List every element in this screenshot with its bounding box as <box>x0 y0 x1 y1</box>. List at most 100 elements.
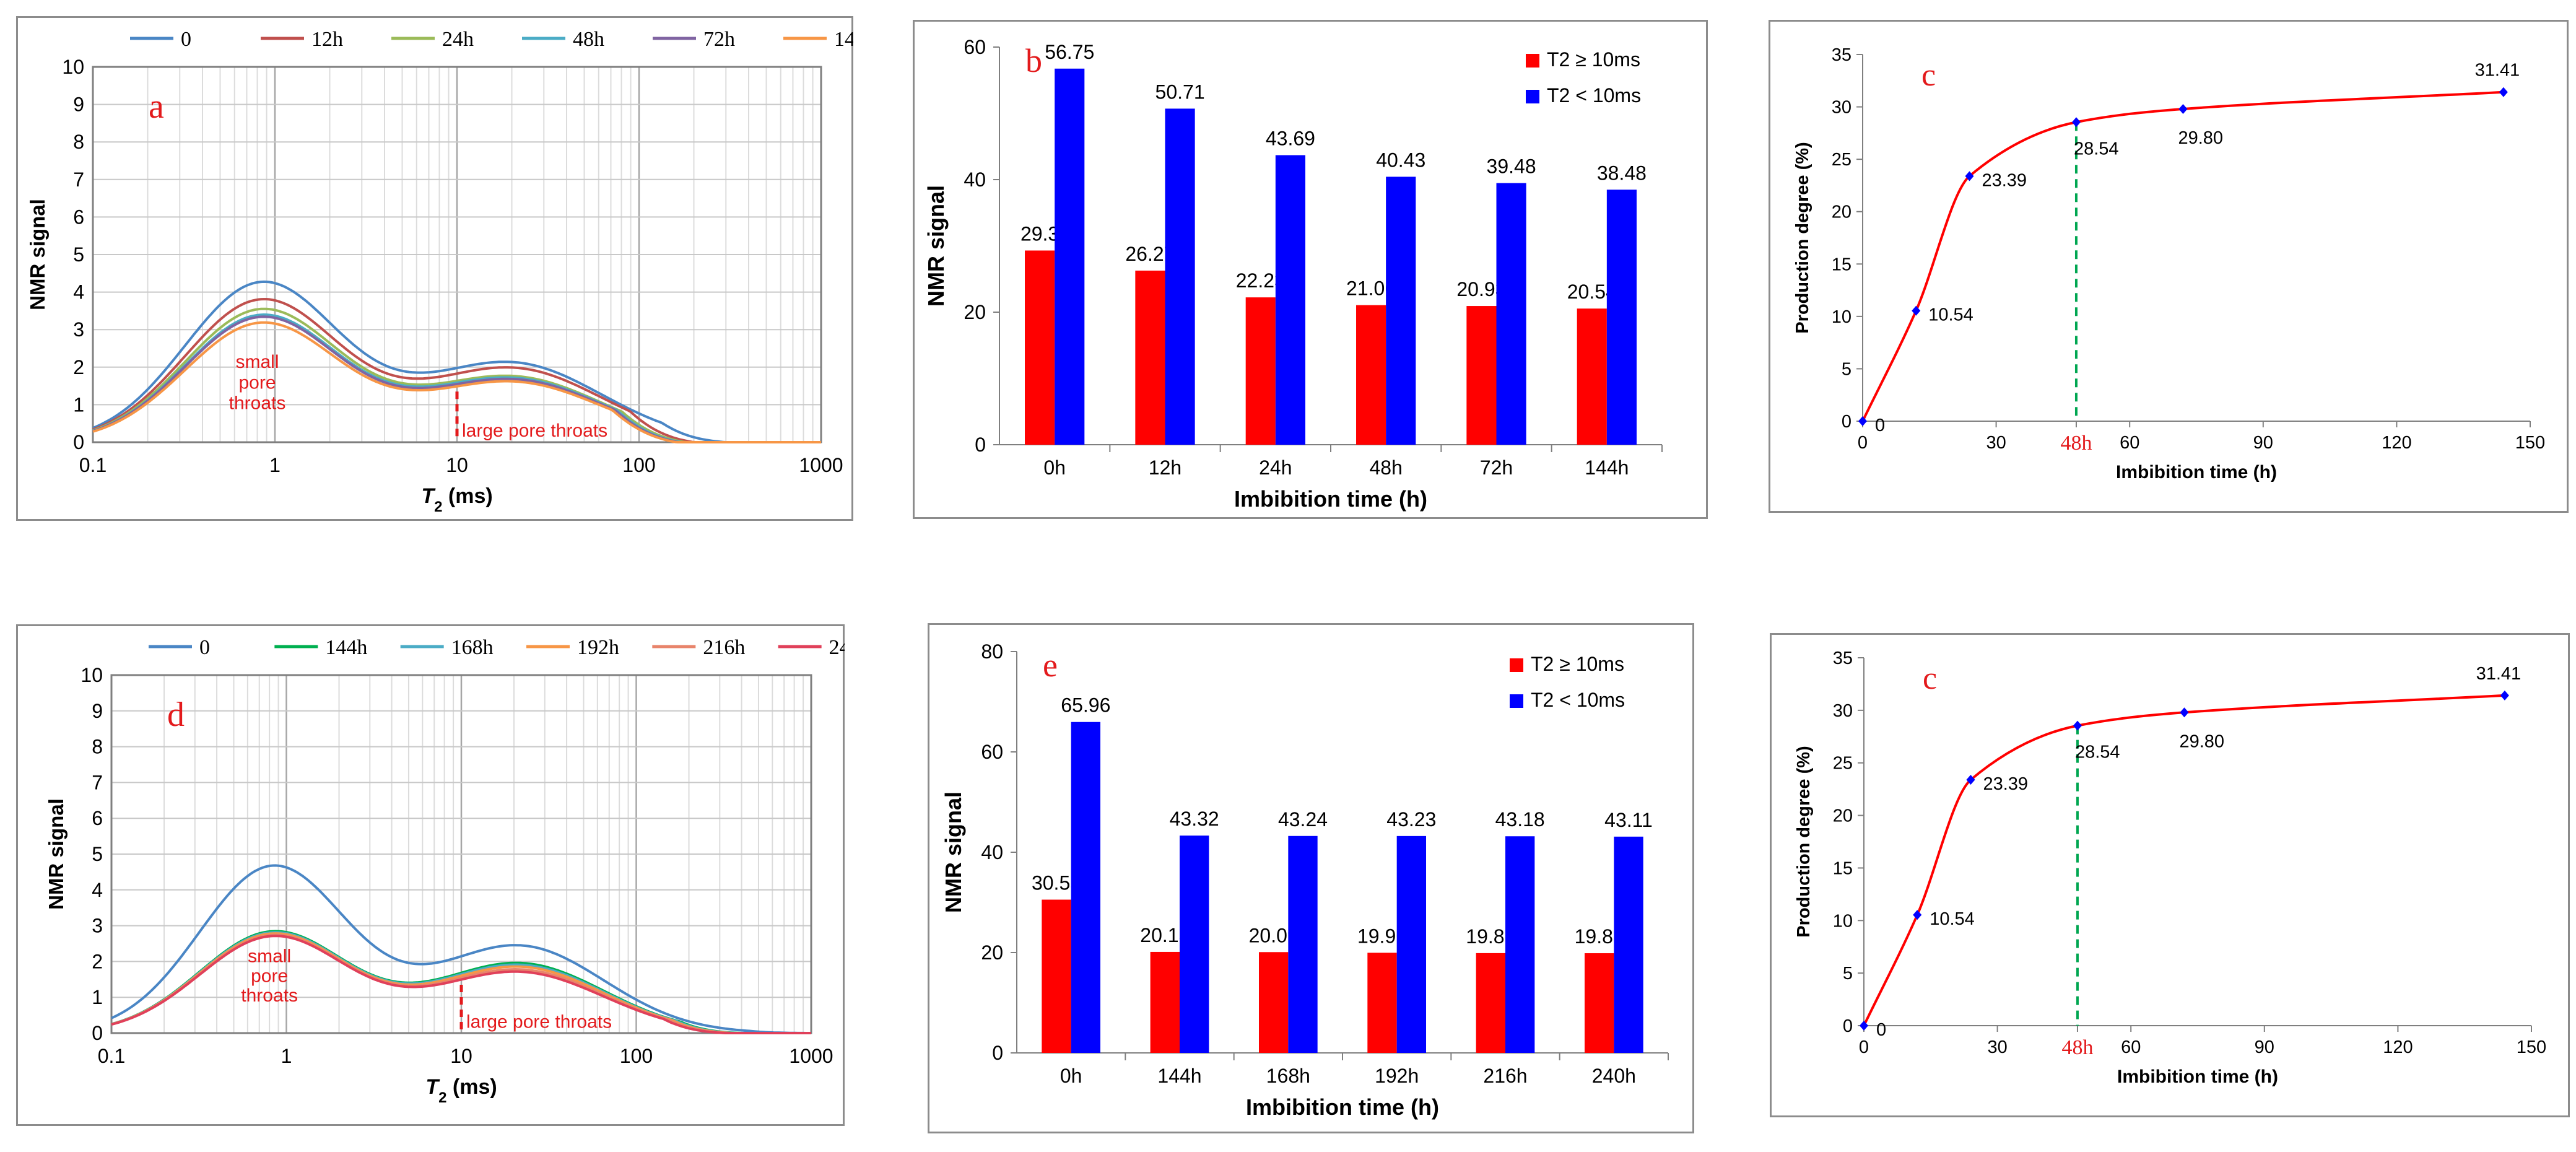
legend-label: 0 <box>199 636 210 659</box>
bar-large-pore <box>1245 297 1276 445</box>
y-tick-label: 6 <box>92 807 103 829</box>
x-tick-label: 72h <box>1480 456 1513 479</box>
x-tick-label: 30 <box>1986 433 2006 453</box>
legend-label: T2 < 10ms <box>1531 689 1625 711</box>
x-axis-title-symbol: T <box>421 484 436 508</box>
chart-panel-c-top: 0 5 10 15 20 25 30 35 0 30 48h 60 90 120 150 0 10.54 23.3… <box>1769 20 2569 513</box>
x-tick-label: 10 <box>450 1045 472 1067</box>
production-degree-curve <box>1863 694 2505 1026</box>
panel-letter: d <box>167 696 185 734</box>
y-tick-label: 7 <box>73 168 84 191</box>
series-line-0 <box>92 280 821 443</box>
y-tick-label: 40 <box>964 168 986 191</box>
legend-label: 0 <box>181 28 191 51</box>
chart-panel-a: 0 1 2 3 4 5 6 7 8 9 10 0.1 1 10 100 1000 NMR signal T2 (m… <box>16 16 853 521</box>
legend-label: T2 < 10ms <box>1547 84 1641 107</box>
y-tick-label: 25 <box>1833 754 1853 774</box>
panel-letter: a <box>149 87 164 126</box>
y-tick-label: 2 <box>92 950 103 972</box>
x-axis-title: Imbibition time (h) <box>2116 462 2277 482</box>
y-tick-label: 10 <box>1832 307 1852 327</box>
x-axis-title-subscript: 2 <box>434 499 442 515</box>
bar-small-pore <box>1165 108 1195 445</box>
annotation-small-pore-line3: throats <box>241 985 298 1006</box>
x-tick-label: 0h <box>1060 1065 1082 1087</box>
chart-panel-d: 0 1 2 3 4 5 6 7 8 9 10 0.1 1 10 100 1000 NMR signal T2 (m… <box>16 624 845 1126</box>
bar-value-label: 65.96 <box>1061 694 1110 717</box>
bar-large-pore <box>1466 306 1497 445</box>
y-axis-title: NMR signal <box>26 199 49 310</box>
x-tick-label: 0.1 <box>79 454 107 476</box>
bar-value-label: 29.3 <box>1020 222 1059 245</box>
y-tick-label: 10 <box>80 664 103 686</box>
x-tick-label: 150 <box>2515 433 2545 453</box>
panel-letter: b <box>1025 42 1042 79</box>
y-tick-label: 5 <box>92 843 103 865</box>
bar-value-label: 38.48 <box>1597 162 1647 184</box>
x-tick-label: 0 <box>1858 433 1868 453</box>
production-degree-chart-c-top: 0 5 10 15 20 25 30 35 0 30 48h 60 90 120 150 0 10.54 23.3… <box>1769 20 2569 513</box>
data-point-marker <box>2180 707 2189 718</box>
series-line-240h <box>111 935 811 1034</box>
y-tick-label: 9 <box>73 94 84 116</box>
data-point-label: 29.80 <box>2179 731 2224 751</box>
bar-small-pore <box>1614 836 1643 1053</box>
x-tick-label: 168h <box>1266 1065 1310 1087</box>
data-point-marker <box>1966 775 1975 785</box>
y-axis-title: NMR signal <box>45 798 67 910</box>
y-tick-label: 0 <box>975 434 986 456</box>
bar-small-pore <box>1180 836 1209 1053</box>
series-line-144h <box>92 321 821 443</box>
annotation-small-pore-line1: small <box>248 946 291 967</box>
data-point-marker <box>1965 171 1974 181</box>
y-tick-label: 15 <box>1832 255 1852 274</box>
x-tick-label: 24h <box>1259 456 1292 479</box>
legend-label: 144h <box>325 636 367 659</box>
bar-value-label: 43.18 <box>1495 808 1545 831</box>
y-tick-label: 9 <box>92 700 103 722</box>
chart-frame <box>16 16 853 521</box>
legend-label: T2 ≥ 10ms <box>1547 48 1640 71</box>
x-tick-label: 144h <box>1585 456 1629 479</box>
y-tick-label: 35 <box>1832 45 1852 65</box>
data-point-marker <box>2071 117 2081 128</box>
data-point-marker <box>2499 87 2508 97</box>
data-point-label: 23.39 <box>1983 774 2028 794</box>
legend-label: 144h <box>834 28 853 51</box>
x-axis-title-subscript: 2 <box>438 1089 446 1106</box>
x-axis-title: T2 (ms) <box>421 484 492 515</box>
bar-large-pore <box>1042 899 1071 1053</box>
annotation-large-pore-throats: large pore throats <box>466 1011 612 1032</box>
x-tick-label: 60 <box>2121 1037 2141 1057</box>
legend-label: 72h <box>703 28 735 51</box>
x-tick-label: 90 <box>2255 1037 2274 1057</box>
x-tick-label: 240h <box>1592 1065 1636 1087</box>
data-point-marker <box>1858 416 1867 426</box>
bar-large-pore <box>1356 305 1386 445</box>
data-point-marker <box>2073 720 2082 731</box>
x-tick-label: 12h <box>1149 456 1181 479</box>
y-tick-label: 4 <box>73 281 84 303</box>
y-axis-title: NMR signal <box>923 185 949 307</box>
data-point-label: 0 <box>1876 1020 1886 1040</box>
bar-large-pore <box>1367 953 1397 1053</box>
x-tick-label: 60 <box>2120 433 2139 453</box>
y-tick-label: 80 <box>981 640 1003 663</box>
production-degree-curve <box>1861 90 2504 422</box>
x-tick-label: 100 <box>622 454 655 476</box>
data-point-label: 10.54 <box>1930 909 1975 929</box>
y-tick-label: 20 <box>1832 203 1852 222</box>
x-axis-title-unit: (ms) <box>442 484 492 508</box>
bar-large-pore <box>1025 250 1055 445</box>
legend-label: 192h <box>577 636 619 659</box>
x-tick-label: 30 <box>1987 1037 2007 1057</box>
bar-large-pore <box>1476 953 1505 1053</box>
data-point-label: 10.54 <box>1928 305 1973 325</box>
y-tick-label: 10 <box>62 56 84 78</box>
bar-value-label: 56.75 <box>1045 41 1094 63</box>
data-point-marker <box>1913 910 1922 920</box>
data-point-label: 31.41 <box>2475 61 2520 81</box>
y-tick-label: 40 <box>981 841 1003 863</box>
y-tick-label: 5 <box>1843 964 1853 984</box>
